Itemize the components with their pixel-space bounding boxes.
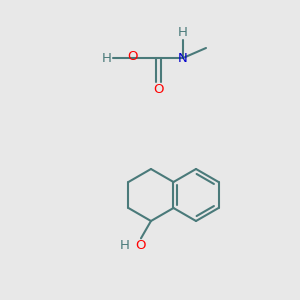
Text: N: N [178, 52, 188, 64]
Text: H: H [178, 26, 188, 39]
Text: O: O [128, 50, 138, 64]
Text: H: H [120, 239, 130, 252]
Text: H: H [102, 52, 112, 64]
Text: O: O [153, 83, 163, 96]
Text: O: O [136, 239, 146, 252]
